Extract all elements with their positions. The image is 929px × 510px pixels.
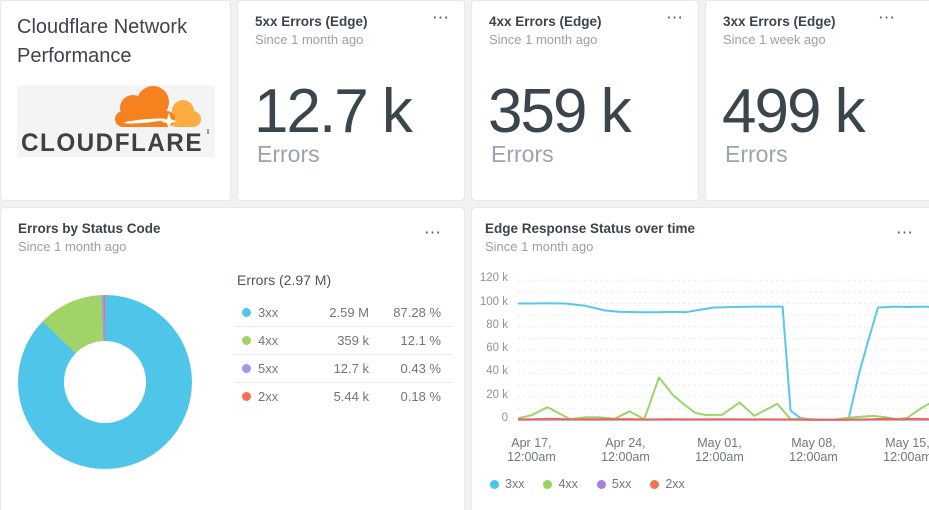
errors-by-status-card: Errors by Status Code Since 1 month ago …: [0, 207, 465, 510]
overflow-menu-icon[interactable]: ⋯: [872, 7, 902, 29]
x-tick-date: May 15,: [885, 436, 929, 450]
donut-chart[interactable]: [18, 295, 192, 469]
trademark-tick: [207, 129, 209, 134]
y-tick-label: 40 k: [486, 365, 508, 378]
pie-legend-row-5xx[interactable]: 5xx 12.7 k 0.43 %: [234, 354, 453, 382]
y-tick-label: 80 k: [486, 318, 508, 331]
legend-item-2xx[interactable]: 2xx: [650, 477, 685, 491]
x-tick-label: May 01, 12:00am: [695, 436, 744, 464]
series-dot-2xx: [242, 392, 251, 401]
stat-card-title: 3xx Errors (Edge): [723, 14, 836, 29]
series-line-4xx: [518, 376, 929, 421]
stat-card-subtitle: Since 1 week ago: [723, 32, 826, 47]
x-tick-date: May 08,: [791, 436, 836, 450]
cloudflare-cloud-icon: [115, 86, 201, 130]
series-value: 12.7 k: [333, 361, 369, 376]
legend-dot-4xx: [543, 479, 553, 489]
time-card-title: Edge Response Status over time: [485, 221, 696, 236]
stat-unit: Errors: [491, 141, 554, 167]
legend-label: 3xx: [505, 477, 525, 491]
legend-item-4xx[interactable]: 4xx: [543, 477, 578, 491]
series-line-2xx: [518, 417, 929, 421]
series-percent: 0.18 %: [400, 389, 441, 404]
x-tick-date: Apr 17,: [511, 436, 552, 450]
edge-response-status-card: Edge Response Status over time Since 1 m…: [471, 207, 929, 510]
x-tick-date: Apr 24,: [605, 436, 646, 450]
x-tick-label: May 15, 12:00am: [883, 436, 929, 464]
x-tick-time: 12:00am: [883, 450, 929, 464]
dashboard-title: Cloudflare Network Performance: [17, 16, 188, 67]
cloudflare-logo: CLOUDFLARE: [17, 85, 215, 157]
x-tick-label: Apr 17, 12:00am: [507, 436, 556, 464]
series-dot-5xx: [242, 364, 251, 373]
y-tick-label: 60 k: [486, 342, 508, 355]
legend-dot-5xx: [596, 479, 606, 489]
donut-hole: [64, 341, 146, 423]
series-value: 5.44 k: [333, 389, 369, 404]
stat-value: 359 k: [488, 77, 632, 146]
series-label: 4xx: [258, 333, 279, 348]
series-percent: 0.43 %: [400, 361, 441, 376]
pie-legend-title: Errors (2.97 M): [237, 272, 332, 288]
stat-unit: Errors: [257, 141, 320, 167]
stat-value: 499 k: [722, 77, 866, 146]
legend-item-3xx[interactable]: 3xx: [490, 477, 524, 491]
stat-card-4xx: 4xx Errors (Edge) Since 1 month ago ⋯ 35…: [471, 0, 699, 201]
pie-card-subtitle: Since 1 month ago: [18, 239, 127, 254]
series-percent: 87.28 %: [393, 304, 441, 320]
legend-label: 5xx: [611, 477, 632, 491]
x-tick-time: 12:00am: [789, 450, 838, 464]
y-tick-label: 20 k: [486, 388, 508, 401]
time-chart-legend: 3xx 4xx 5xx 2xx: [490, 477, 685, 491]
stat-card-5xx: 5xx Errors (Edge) Since 1 month ago ⋯ 12…: [237, 0, 465, 201]
x-tick-time: 12:00am: [601, 450, 650, 464]
pie-legend-row-4xx[interactable]: 4xx 359 k 12.1 %: [234, 326, 453, 354]
y-tick-label: 120 k: [479, 272, 508, 285]
y-tick-label: 100 k: [479, 295, 508, 308]
overflow-menu-icon[interactable]: ⋯: [418, 222, 448, 244]
cloudflare-logo-image: CLOUDFLARE: [21, 86, 209, 157]
pie-legend-row-3xx[interactable]: 3xx 2.59 M 87.28 %: [234, 298, 453, 326]
series-percent: 12.1 %: [400, 333, 441, 348]
series-value: 2.59 M: [329, 304, 369, 320]
stat-unit: Errors: [725, 141, 788, 167]
stat-card-title: 5xx Errors (Edge): [255, 14, 368, 29]
series-label: 3xx: [258, 304, 279, 320]
legend-label: 4xx: [558, 477, 578, 491]
series-value: 359 k: [337, 333, 369, 348]
x-tick-time: 12:00am: [507, 450, 556, 464]
pie-legend-table: 3xx 2.59 M 87.28 % 4xx 359 k 12.1 % 5xx …: [234, 298, 453, 410]
stat-card-subtitle: Since 1 month ago: [489, 32, 598, 47]
stat-card-3xx: 3xx Errors (Edge) Since 1 week ago ⋯ 499…: [705, 0, 929, 201]
overflow-menu-icon[interactable]: ⋯: [426, 7, 456, 29]
series-dot-3xx: [242, 307, 251, 317]
overflow-menu-icon[interactable]: ⋯: [890, 222, 920, 244]
x-tick-label: May 08, 12:00am: [789, 436, 838, 464]
series-dot-4xx: [242, 336, 251, 345]
pie-legend-row-2xx[interactable]: 2xx 5.44 k 0.18 %: [234, 382, 453, 410]
series-label: 5xx: [258, 361, 279, 376]
dashboard-header-card: Cloudflare Network Performance CLOUDFLAR…: [0, 0, 231, 201]
stat-card-title: 4xx Errors (Edge): [489, 14, 602, 29]
time-card-subtitle: Since 1 month ago: [485, 239, 594, 254]
legend-item-5xx[interactable]: 5xx: [596, 477, 632, 491]
overflow-menu-icon[interactable]: ⋯: [660, 7, 690, 29]
y-tick-label: 0: [501, 412, 508, 424]
x-tick-date: May 01,: [697, 436, 742, 450]
stat-value: 12.7 k: [254, 77, 413, 146]
x-tick-label: Apr 24, 12:00am: [601, 436, 650, 464]
legend-label: 2xx: [665, 477, 685, 491]
pie-card-title: Errors by Status Code: [18, 221, 161, 236]
time-series-plot: [518, 279, 929, 421]
cloudflare-wordmark: CLOUDFLARE: [21, 129, 203, 157]
sparkle-icon: [160, 113, 178, 130]
legend-dot-3xx: [490, 479, 499, 489]
x-tick-time: 12:00am: [695, 450, 744, 464]
series-label: 2xx: [258, 389, 279, 404]
legend-dot-2xx: [650, 479, 660, 489]
stat-card-subtitle: Since 1 month ago: [255, 32, 364, 47]
series-line-3xx: [518, 302, 929, 421]
